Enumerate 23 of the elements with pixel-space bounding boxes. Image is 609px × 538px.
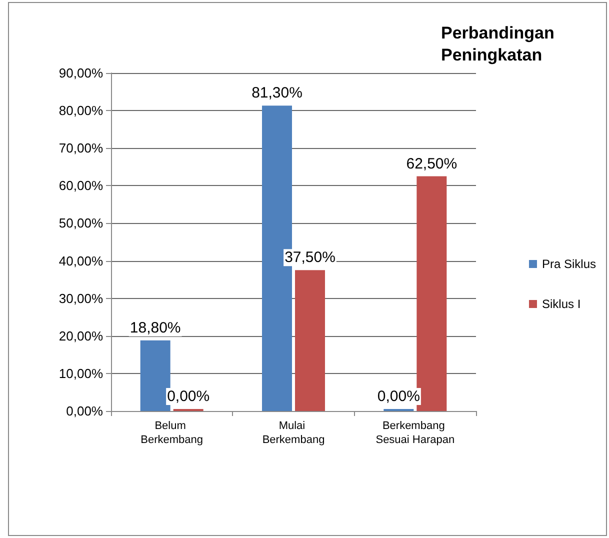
- y-tick-label: 50,00%: [58, 216, 104, 231]
- data-label: 37,50%: [284, 249, 336, 266]
- data-label: 0,00%: [167, 388, 210, 405]
- bar: [295, 270, 325, 411]
- y-tick-label: 60,00%: [58, 178, 104, 194]
- data-label: 18,80%: [130, 319, 181, 336]
- data-label: 0,00%: [377, 388, 420, 405]
- y-tick-label: 70,00%: [58, 140, 104, 156]
- chart-title: Perbandingan Peningkatan: [441, 24, 560, 64]
- y-tick-label: 40,00%: [58, 253, 104, 268]
- legend-label: Pra Siklus: [542, 257, 596, 271]
- data-label: 81,30%: [252, 84, 302, 102]
- x-tick-label: Berkembang Sesuai Harapan: [376, 420, 455, 446]
- y-tick-label: 10,00%: [58, 366, 104, 381]
- y-tick-label: 90,00%: [58, 66, 104, 80]
- legend-label: Siklus I: [542, 297, 581, 311]
- data-label: 62,50%: [406, 155, 458, 172]
- y-tick-label: 80,00%: [58, 103, 104, 118]
- y-tick-label: 0,00%: [66, 404, 104, 418]
- y-tick-label: 20,00%: [58, 328, 104, 344]
- x-tick-label: Belum Berkembang: [140, 420, 204, 446]
- y-tick-label: 30,00%: [58, 290, 104, 306]
- x-tick-label: Mulai Berkembang: [262, 420, 325, 446]
